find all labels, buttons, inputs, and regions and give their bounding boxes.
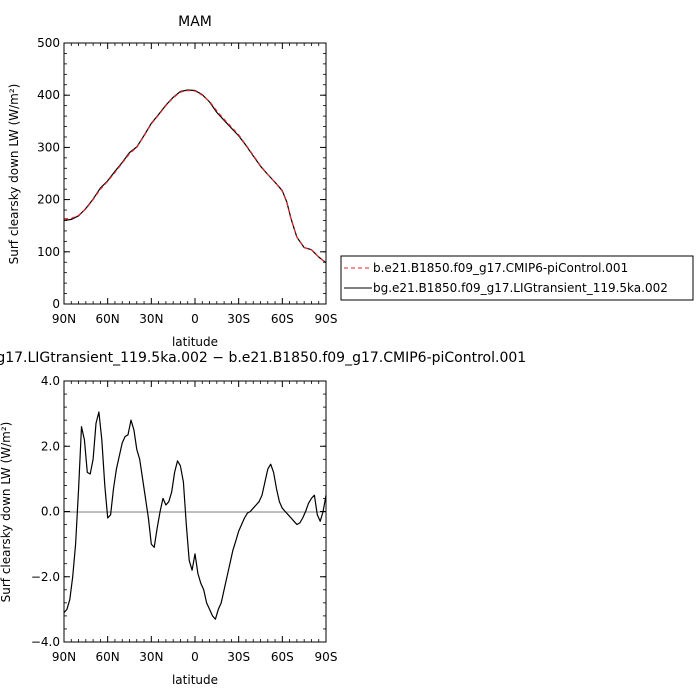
top-series-line-1 — [63, 89, 327, 264]
legend-box — [340, 255, 694, 301]
bottom-panel-ylabel: Surf clearsky down LW (W/m²) — [0, 422, 13, 603]
bottom-panel-frame — [63, 380, 327, 643]
legend-label-ligtransient: bg.e21.B1850.f09_g17.LIGtransient_119.5k… — [373, 281, 668, 295]
top-y-tick-label: 300 — [37, 140, 60, 154]
bottom-x-tick-label: 30S — [227, 650, 250, 664]
top-panel-series — [63, 89, 327, 264]
top-panel-xlabel: latitude — [172, 335, 218, 349]
top-y-tick-label: 0 — [52, 297, 60, 311]
bottom-panel-title: bg.e21.B1850.f09_g17.LIGtransient_119.5k… — [0, 350, 526, 366]
top-panel-frame — [63, 42, 327, 305]
top-x-tick-label: 60S — [271, 312, 294, 326]
bottom-y-tick-label: 2.0 — [41, 439, 60, 453]
top-series-line-0 — [63, 89, 327, 264]
bottom-panel: bg.e21.B1850.f09_g17.LIGtransient_119.5k… — [0, 350, 526, 687]
top-y-tick-label: 400 — [37, 88, 60, 102]
top-y-tick-label: 500 — [37, 36, 60, 50]
bottom-x-tick-label: 0 — [191, 650, 199, 664]
bottom-x-tick-label: 30N — [139, 650, 163, 664]
bottom-y-tick-label: 4.0 — [41, 374, 60, 388]
bottom-y-tick-label: −2.0 — [31, 570, 60, 584]
bottom-panel-xlabel: latitude — [172, 673, 218, 687]
top-y-tick-label: 100 — [37, 245, 60, 259]
bottom-y-tick-label: 0.0 — [41, 505, 60, 519]
top-x-tick-label: 60N — [96, 312, 120, 326]
top-x-tick-label: 30N — [139, 312, 163, 326]
top-panel-title: MAM — [178, 14, 212, 30]
top-x-tick-label: 90S — [315, 312, 338, 326]
top-panel-ylabel: Surf clearsky down LW (W/m²) — [7, 84, 21, 265]
bottom-series-line-0 — [63, 411, 327, 620]
top-x-tick-label: 0 — [191, 312, 199, 326]
bottom-panel-series — [63, 411, 327, 620]
bottom-x-tick-label: 90S — [315, 650, 338, 664]
bottom-panel-axes: 90N 60N 30N 0 30S 60S 90S −4.0 −2.0 0.0 2.0 4.0 — [31, 374, 338, 664]
bottom-y-tick-label: −4.0 — [31, 635, 60, 649]
top-y-tick-label: 200 — [37, 193, 60, 207]
bottom-x-tick-label: 60S — [271, 650, 294, 664]
legend-label-picontrol: b.e21.B1850.f09_g17.CMIP6-piControl.001 — [373, 261, 628, 275]
top-x-tick-label: 30S — [227, 312, 250, 326]
bottom-x-tick-label: 60N — [96, 650, 120, 664]
legend: b.e21.B1850.f09_g17.CMIP6-piControl.001 … — [340, 255, 694, 301]
top-panel: MAM 90N 60N 30N 0 30S 60S 90S0100200300400500 … — [7, 14, 337, 349]
top-panel-axes: 90N 60N 30N 0 30S 60S 90S 0 100 200 300 400 500 — [37, 36, 337, 326]
bottom-x-tick-label: 90N — [52, 650, 76, 664]
top-x-tick-label: 90N — [52, 312, 76, 326]
